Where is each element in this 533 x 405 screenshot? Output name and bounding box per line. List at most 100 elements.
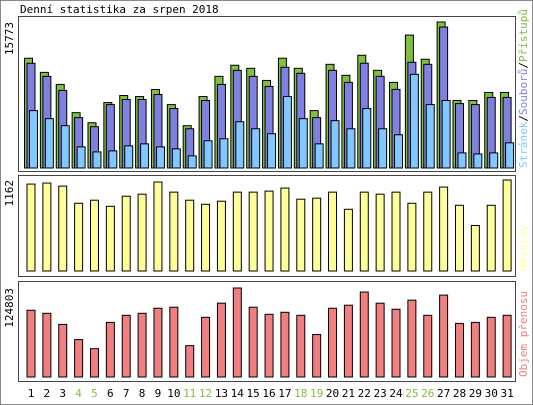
bar [267,133,277,169]
bar [29,110,38,169]
bar [423,314,433,378]
bar [105,321,115,378]
y-tick-label: 15773 [3,22,16,55]
bar [359,291,369,378]
bar [171,148,181,169]
bar [362,108,372,169]
bar [328,307,338,378]
x-tick-label: 29 [469,387,482,400]
bar [439,186,449,272]
x-tick-label: 1 [28,387,35,400]
bar [296,314,306,378]
bar [121,314,131,378]
bar [473,153,483,169]
bar [137,312,147,378]
bar [248,191,258,272]
x-tick-label: 22 [358,387,371,400]
bar [457,152,467,169]
legend-label: Přístupů [517,9,530,62]
x-tick-label: 30 [485,387,498,400]
x-tick-label: 28 [453,387,466,400]
chart-title: Denní statistika za srpen 2018 [20,3,219,16]
x-tick-label: 31 [500,387,513,400]
x-tick-label: 2 [44,387,51,400]
bar [280,311,290,378]
bar [296,198,306,272]
legend-label: Souborů [517,69,530,115]
bar [486,316,496,378]
bar [425,104,435,169]
legend: Stránek/Souborů/Přístupů [517,9,530,168]
bar [502,179,512,272]
x-tick-label: 7 [123,387,130,400]
bar [121,195,131,272]
bar [375,193,385,272]
bar [391,191,401,272]
bar [232,191,242,272]
x-tick-label: 4 [75,387,82,400]
x-tick-label: 24 [389,387,403,400]
bar [187,155,197,169]
bar [26,183,36,272]
x-tick-label: 26 [421,387,434,400]
bar [264,190,274,272]
bar [423,191,433,272]
bar [92,151,102,169]
bar [454,322,464,378]
bar [312,197,322,272]
bar [235,121,245,169]
bar [216,200,226,272]
bar [105,205,115,272]
bar [441,100,451,169]
bar [346,128,356,169]
bar [391,308,401,378]
x-tick-label: 27 [437,387,450,400]
x-tick-label: 16 [262,387,275,400]
bar [375,302,385,378]
bar [58,185,68,272]
bar [489,152,499,169]
bar [439,294,449,378]
bar [505,142,515,169]
bar [343,304,353,378]
bar [409,73,419,169]
x-tick-label: 9 [155,387,162,400]
bar [76,146,86,169]
bar [140,143,150,169]
bar [153,181,163,272]
legend-separator: / [517,62,530,69]
bar [298,118,308,169]
bar [312,334,322,378]
x-tick-label: 10 [167,387,180,400]
x-tick-label: 20 [326,387,339,400]
x-tick-label: 18 [294,387,307,400]
bar [42,182,52,272]
x-tick-label: 23 [374,387,387,400]
bar [502,314,512,378]
legend-label: Objem přenosu [517,291,530,377]
bar [74,202,84,272]
legend-label: Stránek [517,121,530,168]
bar [216,302,226,378]
bar [185,345,195,378]
x-tick-label: 13 [215,387,228,400]
bar [470,225,480,272]
legend-separator: / [517,115,530,122]
bar [486,204,496,272]
bar [137,193,147,272]
x-tick-label: 3 [59,387,66,400]
bar [378,128,388,169]
x-tick-label: 8 [139,387,146,400]
bar [44,118,54,169]
bar [153,307,163,378]
legend-label: Návštěv [517,224,530,271]
bar [407,299,417,378]
bar [328,191,338,272]
bar [219,138,229,169]
bar [470,321,480,378]
x-tick-label: 17 [278,387,291,400]
bar [26,309,36,378]
bar [280,187,290,272]
legend: Návštěv [517,224,530,271]
